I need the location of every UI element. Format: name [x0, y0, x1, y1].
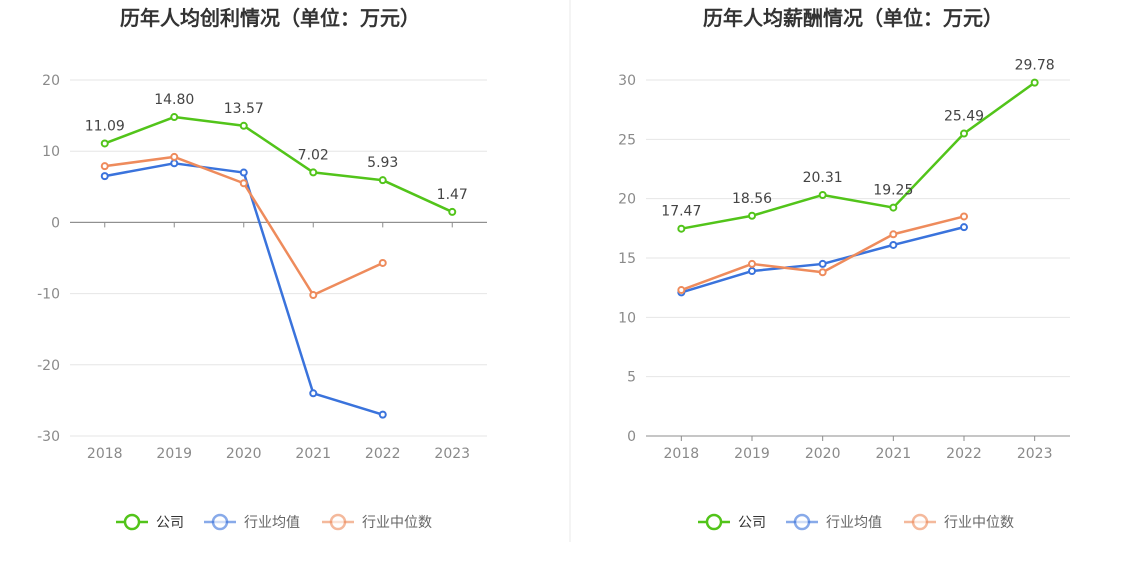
data-point[interactable] — [100, 139, 109, 148]
series-line-1 — [681, 81, 1036, 230]
series-line-2 — [680, 225, 965, 294]
data-label: 29.78 — [1015, 58, 1055, 74]
data-label: 25.49 — [944, 109, 984, 125]
y-tick-label: 15 — [618, 251, 636, 267]
y-tick-label: 0 — [51, 215, 60, 231]
x-tick-label: 2018 — [664, 446, 700, 462]
x-tick-label: 2023 — [1017, 446, 1053, 462]
legend-item-3[interactable]: 行业中位数 — [904, 513, 1014, 531]
data-point[interactable] — [378, 410, 387, 419]
y-tick-label: -30 — [37, 429, 60, 445]
data-point[interactable] — [378, 176, 387, 185]
x-tick-label: 2019 — [156, 446, 192, 462]
data-label: 14.80 — [154, 92, 194, 108]
data-point[interactable] — [960, 223, 968, 232]
data-point[interactable] — [378, 258, 387, 267]
data-label: 17.47 — [661, 204, 701, 220]
y-tick-label: 10 — [618, 310, 636, 326]
x-tick-label: 2018 — [87, 446, 123, 462]
chart-title: 历年人均创利情况（单位：万元） — [120, 6, 420, 30]
data-point[interactable] — [677, 286, 686, 295]
data-point[interactable] — [309, 389, 318, 398]
legend-marker-icon — [793, 513, 811, 531]
data-label: 18.56 — [732, 191, 772, 207]
legend-item-3[interactable]: 行业中位数 — [322, 513, 432, 531]
data-label: 11.09 — [85, 118, 125, 134]
data-point[interactable] — [818, 259, 827, 268]
data-point[interactable] — [960, 129, 968, 138]
data-point[interactable] — [239, 121, 248, 130]
data-point[interactable] — [170, 159, 179, 168]
legend-label: 公司 — [156, 515, 184, 531]
data-label: 20.31 — [803, 170, 843, 186]
data-point[interactable] — [100, 172, 109, 181]
y-tick-label: -20 — [37, 358, 60, 374]
legend-marker-icon — [705, 513, 723, 531]
series-line-2 — [104, 162, 384, 416]
x-tick-label: 2021 — [295, 446, 331, 462]
data-point[interactable] — [748, 211, 756, 220]
legend-marker-icon — [211, 513, 229, 531]
x-tick-label: 2019 — [734, 446, 770, 462]
legend-marker-icon — [329, 513, 347, 531]
series-line-1 — [104, 115, 453, 214]
data-point[interactable] — [818, 190, 827, 199]
x-tick-label: 2022 — [365, 446, 401, 462]
data-point[interactable] — [309, 168, 318, 177]
data-point[interactable] — [889, 230, 898, 239]
legend-item-2[interactable]: 行业均值 — [204, 513, 300, 531]
x-tick-label: 2020 — [226, 446, 262, 462]
chart-2: 历年人均薪酬情况（单位：万元） 30 25 20 15 10 5 0 2018 2019 2020 2… — [618, 6, 1070, 531]
data-point[interactable] — [748, 259, 756, 268]
y-tick-label: 25 — [618, 132, 636, 148]
legend-marker-icon — [123, 513, 141, 531]
x-tick-label: 2020 — [805, 446, 841, 462]
y-tick-label: 5 — [627, 370, 636, 386]
data-point[interactable] — [889, 203, 898, 212]
data-label: 1.47 — [437, 187, 468, 203]
x-tick-label: 2021 — [876, 446, 912, 462]
legend-marker-icon — [911, 513, 929, 531]
chart-title: 历年人均薪酬情况（单位：万元） — [703, 6, 1003, 30]
data-point[interactable] — [170, 152, 179, 161]
legend-label: 行业中位数 — [944, 515, 1014, 531]
y-tick-label: 30 — [618, 73, 636, 89]
legend-label: 行业均值 — [826, 515, 882, 531]
y-tick-label: 20 — [42, 73, 60, 89]
data-label: 5.93 — [367, 155, 398, 171]
data-label: 19.25 — [873, 183, 913, 199]
data-point[interactable] — [239, 179, 248, 188]
data-point[interactable] — [100, 162, 109, 171]
y-tick-label: -10 — [37, 287, 60, 303]
data-point[interactable] — [309, 291, 318, 300]
data-point[interactable] — [170, 113, 179, 122]
data-point[interactable] — [748, 267, 756, 276]
data-point[interactable] — [239, 168, 248, 177]
x-tick-label: 2022 — [946, 446, 982, 462]
y-tick-label: 0 — [627, 429, 636, 445]
legend-item-2[interactable]: 行业均值 — [786, 513, 882, 531]
data-point[interactable] — [818, 268, 827, 277]
data-point[interactable] — [448, 207, 457, 216]
legend-item-1[interactable]: 公司 — [698, 513, 766, 531]
data-label: 13.57 — [224, 101, 264, 117]
y-tick-label: 20 — [618, 192, 636, 208]
data-point[interactable] — [889, 240, 898, 249]
data-point[interactable] — [960, 212, 968, 221]
legend-item-1[interactable]: 公司 — [116, 513, 184, 531]
x-tick-label: 2023 — [434, 446, 470, 462]
data-point[interactable] — [1030, 78, 1039, 87]
legend-label: 公司 — [738, 515, 766, 531]
data-label: 7.02 — [298, 147, 329, 163]
legend-label: 行业均值 — [244, 515, 300, 531]
y-tick-label: 10 — [42, 144, 60, 160]
data-point[interactable] — [677, 224, 686, 233]
chart-1: 历年人均创利情况（单位：万元） 20 10 0 -10 -20 -30 2018 2019 202… — [37, 6, 487, 531]
legend-label: 行业中位数 — [362, 515, 432, 531]
